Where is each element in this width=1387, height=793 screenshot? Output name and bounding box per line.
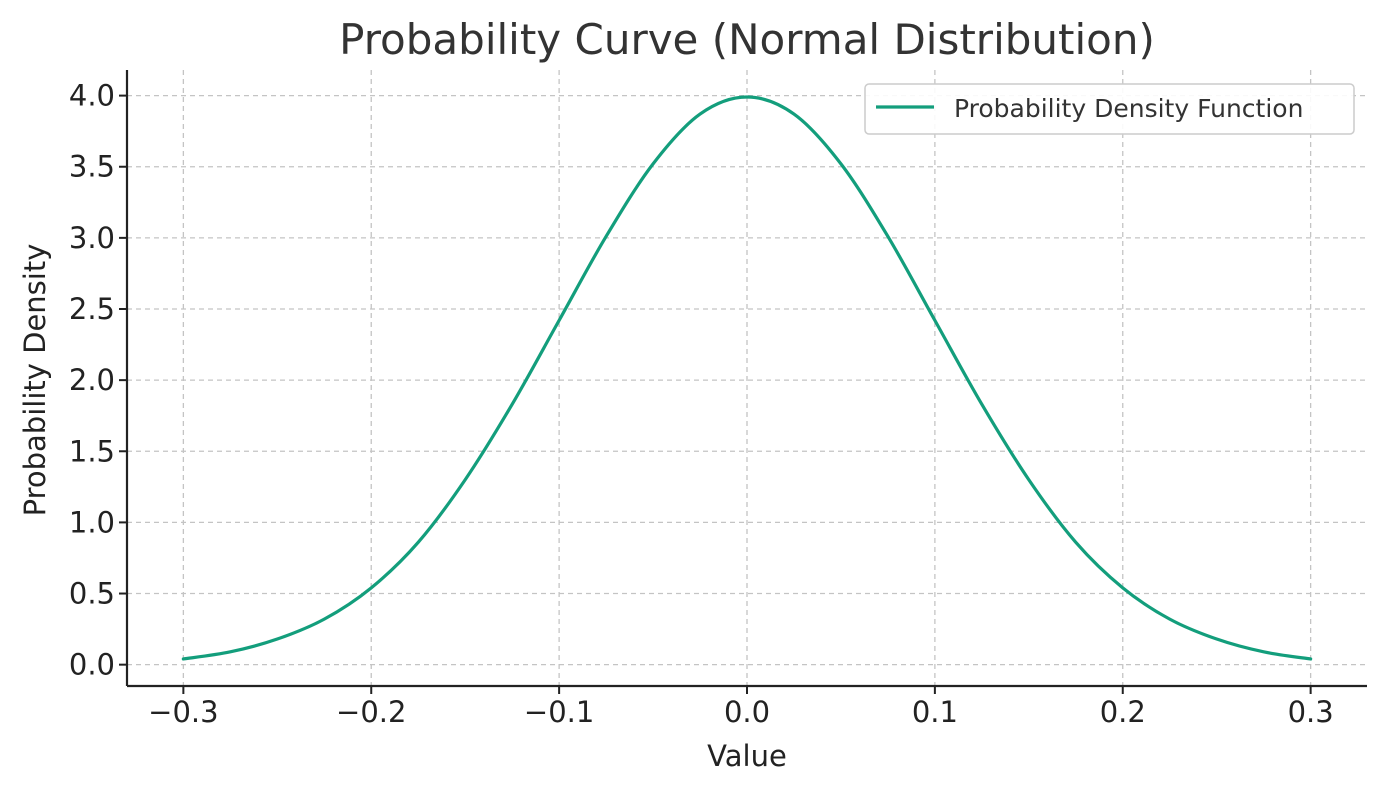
x-tick-label: 0.2 xyxy=(1100,695,1146,729)
legend-box xyxy=(864,83,1355,135)
x-tick-label: 0.1 xyxy=(912,695,958,729)
x-tick-label: 0.3 xyxy=(1288,695,1334,729)
legend: Probability Density Function xyxy=(864,83,1355,135)
x-tick-label: −0.3 xyxy=(148,695,218,729)
y-tick-label: 2.5 xyxy=(69,292,115,326)
x-tick-label: −0.1 xyxy=(524,695,594,729)
y-tick-label: 0.0 xyxy=(69,648,115,682)
x-tick-label: 0.0 xyxy=(724,695,770,729)
y-tick-label: 2.0 xyxy=(69,363,115,397)
legend-entry-label: Probability Density Function xyxy=(954,94,1303,123)
pdf-series-line xyxy=(181,95,1313,661)
y-tick-label: 3.0 xyxy=(69,221,115,255)
series-layer xyxy=(181,95,1313,661)
x-axis-label: Value xyxy=(707,739,787,773)
ticks-layer: −0.3 −0.2 −0.1 0.0 0.1 0.2 0.3 0.0 0.5 1.0 1.5 2.0 2… xyxy=(69,79,1334,729)
y-tick-label: 1.5 xyxy=(69,434,115,468)
grid-layer xyxy=(127,70,1367,686)
chart-title: Probability Curve (Normal Distribution) xyxy=(339,15,1155,64)
y-tick-label: 3.5 xyxy=(69,150,115,184)
y-axis-label: Probability Density xyxy=(18,244,52,517)
y-tick-label: 4.0 xyxy=(69,79,115,113)
x-tick-label: −0.2 xyxy=(336,695,406,729)
y-tick-label: 0.5 xyxy=(69,577,115,611)
labels-layer: Probability Curve (Normal Distribution) … xyxy=(18,15,1155,773)
y-tick-label: 1.0 xyxy=(69,505,115,539)
